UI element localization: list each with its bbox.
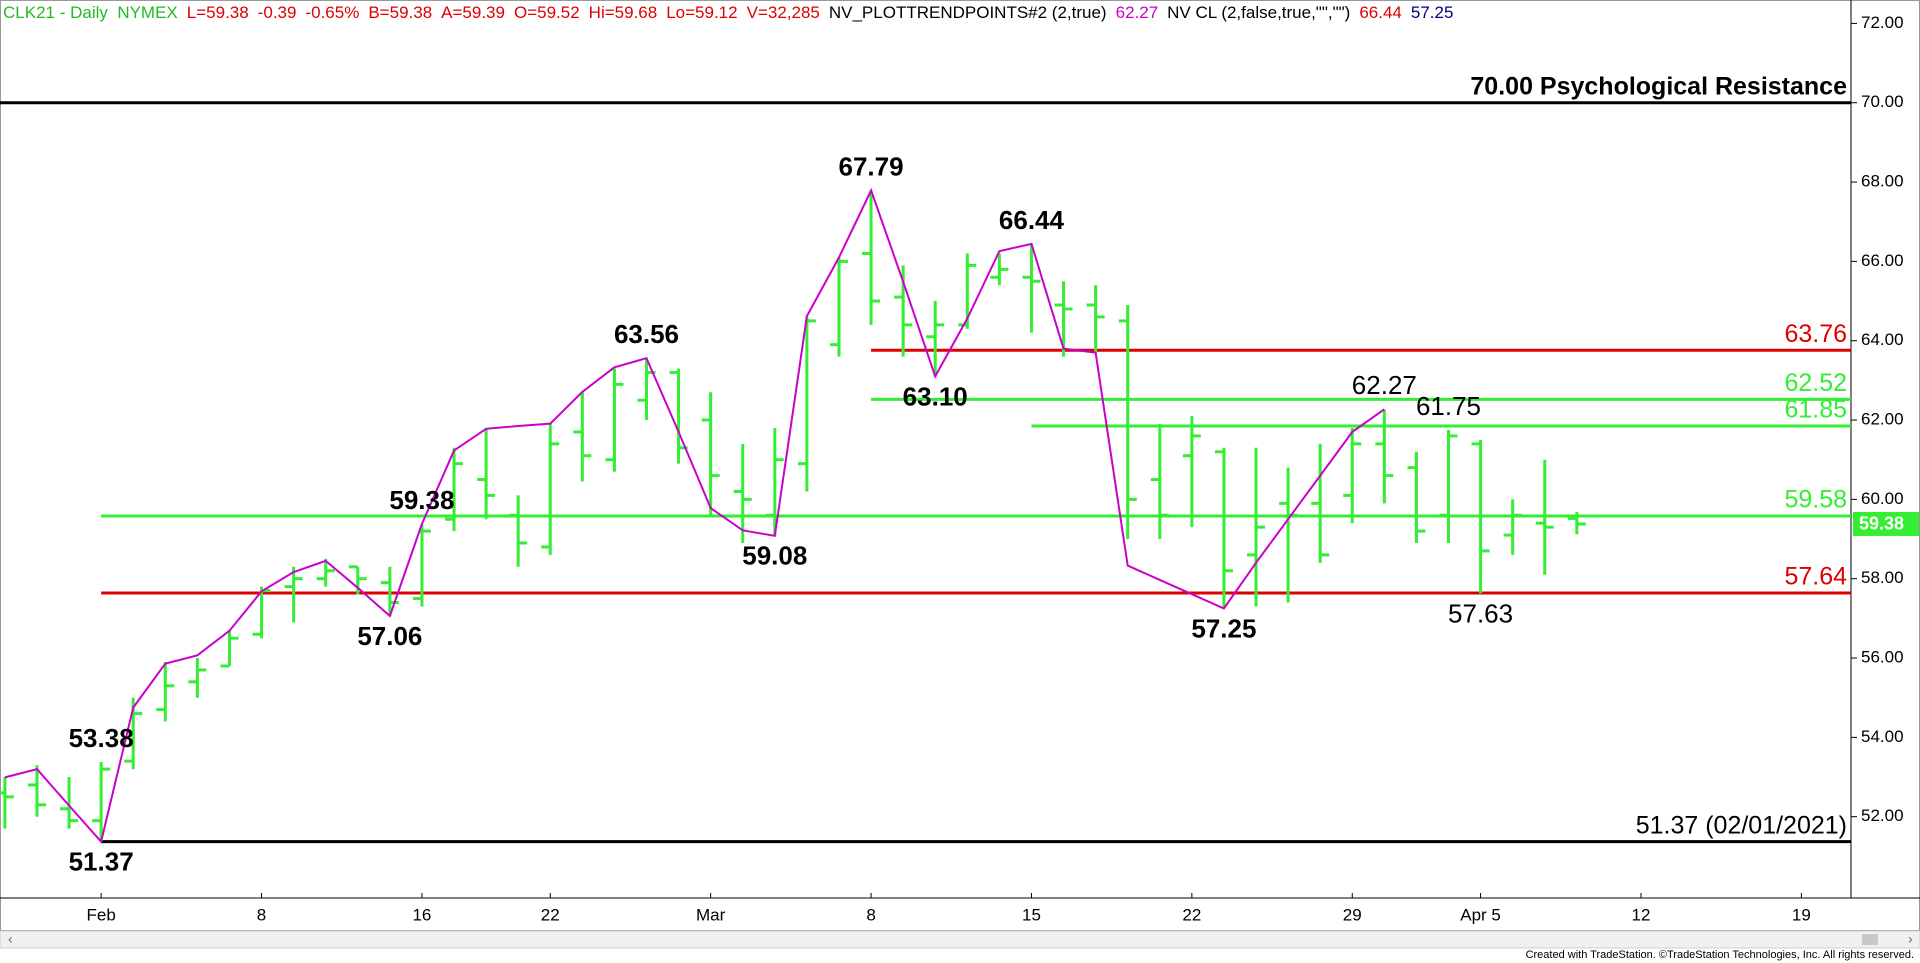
level-label: 57.64 (1784, 563, 1847, 591)
x-tick-label: 15 (1022, 905, 1041, 924)
header-item: A=59.39 (441, 3, 505, 22)
trend-line (4, 187, 1385, 844)
level-label: 61.85 (1784, 396, 1847, 424)
y-tick-label: 52.00 (1861, 806, 1904, 825)
header-item: B=59.38 (368, 3, 433, 22)
header-item: L=59.38 (186, 3, 249, 22)
y-tick-label: 68.00 (1861, 172, 1904, 191)
y-tick-label: 70.00 (1861, 92, 1904, 111)
header-item: O=59.52 (513, 3, 580, 22)
pivot-label: 67.79 (839, 151, 904, 181)
y-tick-label: 66.00 (1861, 251, 1904, 270)
scroll-left[interactable]: ‹ (8, 931, 13, 947)
pivot-label: 61.75 (1416, 391, 1481, 421)
scrollbar[interactable] (0, 930, 1920, 949)
level-label: 63.76 (1784, 320, 1847, 348)
y-tick-label: 54.00 (1861, 727, 1904, 746)
y-tick-label: 64.00 (1861, 330, 1904, 349)
scroll-thumb[interactable] (1862, 934, 1878, 945)
header-item: Hi=59.68 (588, 3, 658, 22)
header-item: 57.25 (1410, 3, 1454, 22)
header-item: NV CL (2,false,true,"","") (1167, 3, 1351, 22)
header-item: Lo=59.12 (666, 3, 738, 22)
header-item: NV_PLOTTRENDPOINTS#2 (2,true) (828, 3, 1107, 22)
header-item: -0.65% (305, 3, 360, 22)
level-label: 62.52 (1784, 369, 1847, 397)
x-tick-label: 12 (1632, 905, 1651, 924)
pivot-label: 59.38 (389, 485, 454, 515)
x-tick-label: 22 (541, 905, 560, 924)
x-tick-label: 8 (257, 905, 266, 924)
pivot-label: 51.37 (69, 847, 134, 877)
y-tick-label: 58.00 (1861, 568, 1904, 587)
level-label: 59.58 (1784, 486, 1847, 514)
x-tick-label: 19 (1792, 905, 1811, 924)
x-tick-label: Mar (696, 905, 726, 924)
pivot-label: 63.56 (614, 319, 679, 349)
pivot-label: 62.27 (1352, 370, 1417, 400)
header-item: CLK21 - Daily NYMEX (3, 3, 178, 22)
y-tick-label: 56.00 (1861, 648, 1904, 667)
x-tick-label: 8 (866, 905, 875, 924)
level-label: 70.00 Psychological Resistance (1470, 72, 1847, 100)
header-item: -0.39 (257, 3, 297, 22)
pivot-label: 63.10 (903, 381, 968, 411)
pivot-label: 59.08 (742, 541, 807, 571)
pivot-label: 53.38 (69, 723, 134, 753)
price-tag-label: 59.38 (1859, 514, 1904, 534)
x-tick-label: Apr 5 (1460, 905, 1501, 924)
chart-frame (0, 0, 1920, 931)
x-tick-label: 29 (1343, 905, 1362, 924)
y-tick-label: 72.00 (1861, 13, 1904, 32)
header-item: 66.44 (1359, 3, 1402, 22)
footer: Created with TradeStation. ©TradeStation… (1525, 949, 1914, 961)
x-tick-label: 22 (1182, 905, 1201, 924)
pivot-label: 57.63 (1448, 598, 1513, 628)
pivot-label: 57.25 (1191, 613, 1256, 643)
scroll-right[interactable]: › (1908, 931, 1913, 947)
y-tick-label: 60.00 (1861, 489, 1904, 508)
header-item: 62.27 (1115, 3, 1159, 22)
x-tick-label: Feb (86, 905, 115, 924)
chart-header: CLK21 - Daily NYMEX L=59.38 -0.39 -0.65% B=5… (3, 3, 1453, 23)
pivot-label: 66.44 (999, 205, 1065, 235)
header-item: V=32,285 (746, 3, 820, 22)
x-tick-label: 16 (412, 905, 431, 924)
price-tag (1853, 511, 1919, 536)
y-tick-label: 62.00 (1861, 410, 1904, 429)
pivot-label: 57.06 (357, 621, 422, 651)
level-label: 51.37 (02/01/2021) (1636, 811, 1847, 839)
